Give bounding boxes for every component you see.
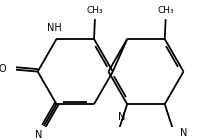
Text: CH₃: CH₃ [87,6,103,15]
Text: O: O [0,64,6,74]
Text: N: N [35,130,43,140]
Text: N: N [180,128,187,138]
Text: CH₃: CH₃ [157,6,174,15]
Text: N: N [118,112,126,122]
Text: NH: NH [47,23,62,33]
